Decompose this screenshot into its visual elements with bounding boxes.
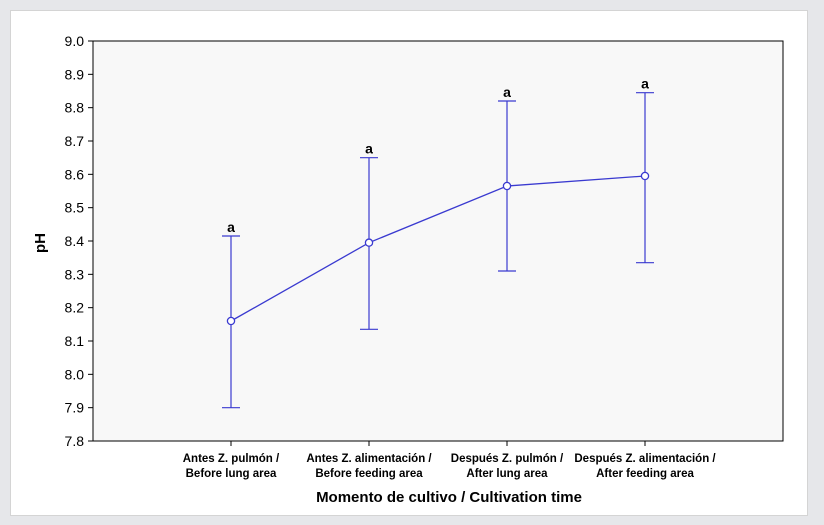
x-tick-label: Después Z. alimentación / bbox=[574, 453, 716, 465]
y-tick-label: 8.3 bbox=[65, 266, 85, 282]
y-tick-label: 8.8 bbox=[65, 100, 85, 116]
significance-label: a bbox=[227, 219, 235, 235]
y-tick-label: 7.8 bbox=[65, 433, 85, 449]
y-tick-label: 8.9 bbox=[65, 66, 85, 82]
ph-line-chart: 7.87.98.08.18.28.38.48.58.68.78.88.99.0 … bbox=[32, 33, 784, 506]
significance-label: a bbox=[503, 84, 511, 100]
x-tick-label: Before feeding area bbox=[315, 468, 423, 480]
x-tick-label: Después Z. pulmón / bbox=[451, 453, 564, 465]
x-tick-label: Antes Z. pulmón / bbox=[183, 453, 280, 465]
data-point bbox=[502, 181, 512, 191]
x-tick-label: After lung area bbox=[466, 468, 548, 480]
data-point bbox=[364, 238, 374, 247]
chart-frame: 7.8 7.9 8.0 8.1 8.2 8.3 8.4 8.5 8.6 8.7 8.8 8.9 9.0 … bbox=[10, 10, 808, 516]
x-tick-label: After feeding area bbox=[596, 468, 694, 480]
x-tick-label: Antes Z. alimentación / bbox=[306, 453, 432, 465]
x-tick-label: Before lung area bbox=[186, 468, 277, 480]
y-tick-label: 8.7 bbox=[65, 133, 85, 149]
y-tick-label: 8.1 bbox=[65, 333, 85, 349]
y-tick-label: 8.4 bbox=[65, 233, 85, 249]
series-line bbox=[230, 175, 646, 322]
y-tick-label: 7.9 bbox=[65, 400, 85, 416]
significance-label: a bbox=[641, 76, 649, 92]
y-tick-label: 9.0 bbox=[65, 33, 85, 49]
data-point bbox=[226, 316, 236, 326]
data-point bbox=[640, 171, 650, 181]
y-tick-label: 8.0 bbox=[65, 366, 85, 382]
y-tick-label: 8.6 bbox=[65, 166, 85, 182]
significance-label: a bbox=[365, 141, 373, 157]
y-axis-title: pH bbox=[32, 233, 49, 253]
plot-area bbox=[92, 40, 784, 442]
y-tick-label: 8.2 bbox=[65, 300, 85, 316]
y-tick-label: 8.5 bbox=[65, 200, 85, 216]
x-axis-title: Momento de cultivo / Cultivation time bbox=[316, 489, 582, 506]
